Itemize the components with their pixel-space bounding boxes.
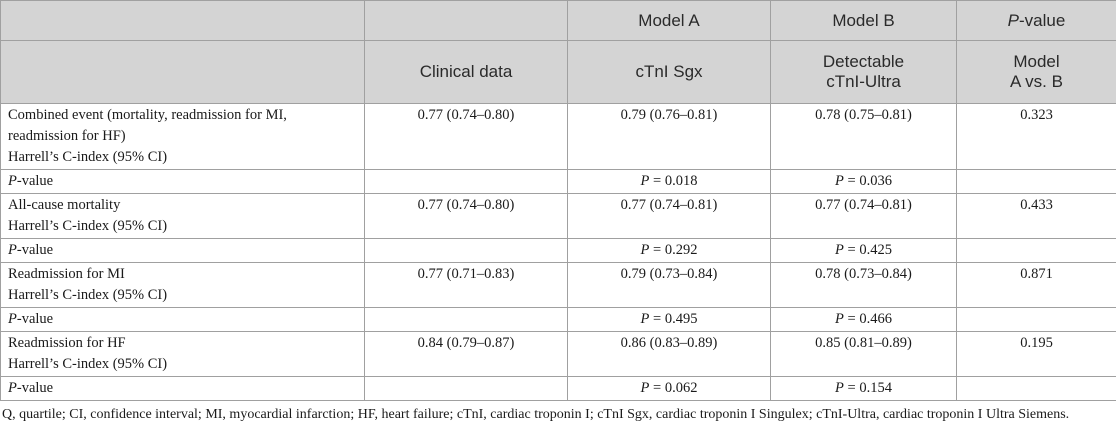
row-label: Readmission for HF Harrell’s C-index (95%… <box>0 331 365 377</box>
header-empty-cell <box>0 0 365 41</box>
pvalue-cell: 0.323 <box>956 103 1116 170</box>
table-row: P-value P = 0.495 P = 0.466 <box>0 307 1116 332</box>
pvalue-cell <box>956 376 1116 401</box>
model-a-cell: 0.86 (0.83–0.89) <box>567 331 771 377</box>
clinical-cell <box>364 169 568 194</box>
table-row: P-value P = 0.018 P = 0.036 <box>0 169 1116 194</box>
table-row: All-cause mortality Harrell’s C-index (95… <box>0 193 1116 239</box>
model-a-cell: P = 0.495 <box>567 307 771 332</box>
row-label: P-value <box>0 376 365 401</box>
model-b-cell: P = 0.036 <box>770 169 957 194</box>
table-row: P-value P = 0.292 P = 0.425 <box>0 238 1116 263</box>
pvalue-cell: 0.871 <box>956 262 1116 308</box>
header-row-2: Clinical data cTnI Sgx Detectable cTnI-Ul… <box>0 40 1116 104</box>
row-label: All-cause mortality Harrell’s C-index (95… <box>0 193 365 239</box>
header-pvalue: P-value <box>956 0 1116 41</box>
pvalue-cell <box>956 307 1116 332</box>
header-row-1: Model A Model B P-value <box>0 0 1116 41</box>
header-model-a-vs-b: Model A vs. B <box>956 40 1116 104</box>
row-label: P-value <box>0 169 365 194</box>
clinical-cell <box>364 238 568 263</box>
header-model-a: Model A <box>567 0 771 41</box>
table-footnote: Q, quartile; CI, confidence interval; MI… <box>2 407 1070 422</box>
model-b-cell: 0.78 (0.75–0.81) <box>770 103 957 170</box>
header-detectable-ctni-ultra: Detectable cTnI-Ultra <box>770 40 957 104</box>
pvalue-cell: 0.195 <box>956 331 1116 377</box>
row-label: P-value <box>0 307 365 332</box>
results-table: Model A Model B P-value Clinical data cT… <box>0 0 1116 401</box>
model-a-cell: P = 0.292 <box>567 238 771 263</box>
clinical-cell: 0.77 (0.74–0.80) <box>364 193 568 239</box>
model-b-cell: P = 0.466 <box>770 307 957 332</box>
model-b-cell: 0.78 (0.73–0.84) <box>770 262 957 308</box>
model-b-cell: P = 0.154 <box>770 376 957 401</box>
model-a-cell: 0.79 (0.76–0.81) <box>567 103 771 170</box>
clinical-cell: 0.84 (0.79–0.87) <box>364 331 568 377</box>
model-a-cell: P = 0.062 <box>567 376 771 401</box>
row-label: Combined event (mortality, readmission f… <box>0 103 365 170</box>
row-label: P-value <box>0 238 365 263</box>
model-b-cell: 0.77 (0.74–0.81) <box>770 193 957 239</box>
header-model-b: Model B <box>770 0 957 41</box>
table-row: Combined event (mortality, readmission f… <box>0 103 1116 170</box>
pvalue-cell: 0.433 <box>956 193 1116 239</box>
header-ctni-sgx: cTnI Sgx <box>567 40 771 104</box>
clinical-cell: 0.77 (0.71–0.83) <box>364 262 568 308</box>
model-a-cell: P = 0.018 <box>567 169 771 194</box>
clinical-cell <box>364 376 568 401</box>
pvalue-cell <box>956 169 1116 194</box>
table-row: Readmission for MI Harrell’s C-index (95%… <box>0 262 1116 308</box>
model-b-cell: P = 0.425 <box>770 238 957 263</box>
clinical-cell: 0.77 (0.74–0.80) <box>364 103 568 170</box>
header-clinical-data: Clinical data <box>364 40 568 104</box>
pvalue-cell <box>956 238 1116 263</box>
header-empty-cell <box>0 40 365 104</box>
row-label: Readmission for MI Harrell’s C-index (95%… <box>0 262 365 308</box>
model-a-cell: 0.79 (0.73–0.84) <box>567 262 771 308</box>
table-row: P-value P = 0.062 P = 0.154 <box>0 376 1116 401</box>
model-a-cell: 0.77 (0.74–0.81) <box>567 193 771 239</box>
clinical-cell <box>364 307 568 332</box>
model-b-cell: 0.85 (0.81–0.89) <box>770 331 957 377</box>
header-empty-cell <box>364 0 568 41</box>
table-row: Readmission for HF Harrell’s C-index (95%… <box>0 331 1116 377</box>
